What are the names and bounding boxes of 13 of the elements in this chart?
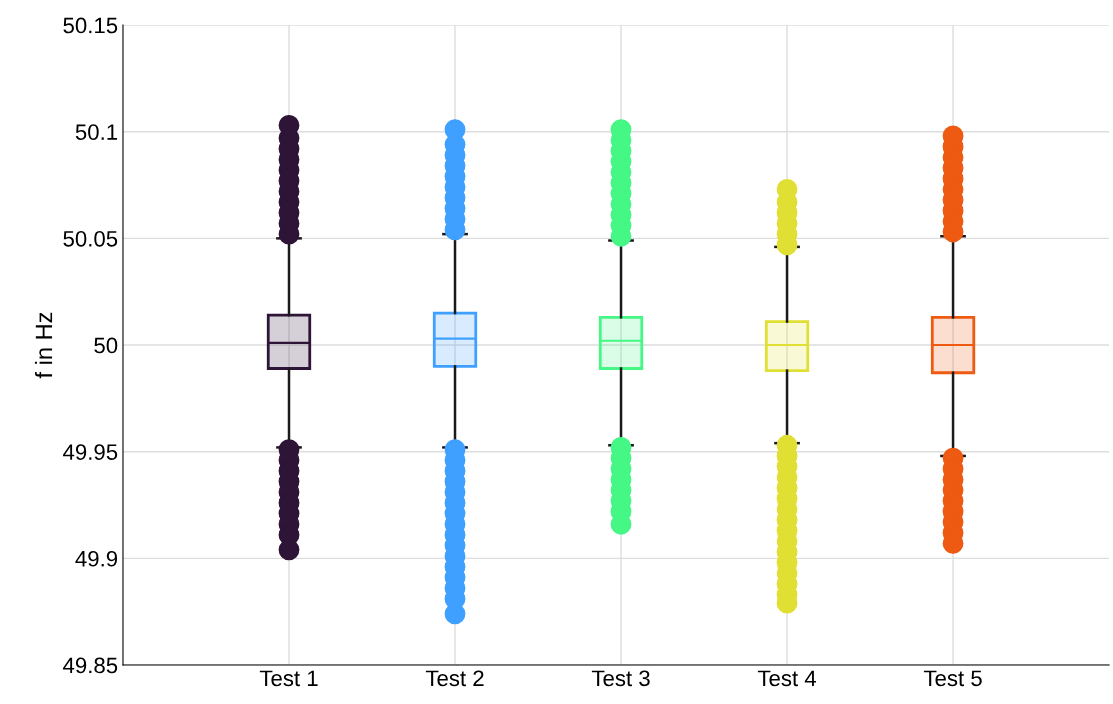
y-axis-title: f in Hz xyxy=(34,312,53,379)
y-tick-label: 49.9 xyxy=(75,550,118,567)
y-tick-label: 50.05 xyxy=(63,230,118,247)
y-tick-label: 49.85 xyxy=(63,657,118,674)
x-tick-label: Test 4 xyxy=(757,670,817,687)
x-tick-label: Test 5 xyxy=(923,670,982,687)
y-tick-label: 49.95 xyxy=(63,444,118,460)
y-tick-label: 50.15 xyxy=(63,17,118,34)
x-tick-label: Test 2 xyxy=(425,670,484,687)
x-tick-label: Test 1 xyxy=(259,670,318,687)
y-tick-label: 50 xyxy=(94,337,118,354)
y-tick-label: 50.1 xyxy=(75,124,118,140)
x-tick-label: Test 3 xyxy=(591,670,650,687)
